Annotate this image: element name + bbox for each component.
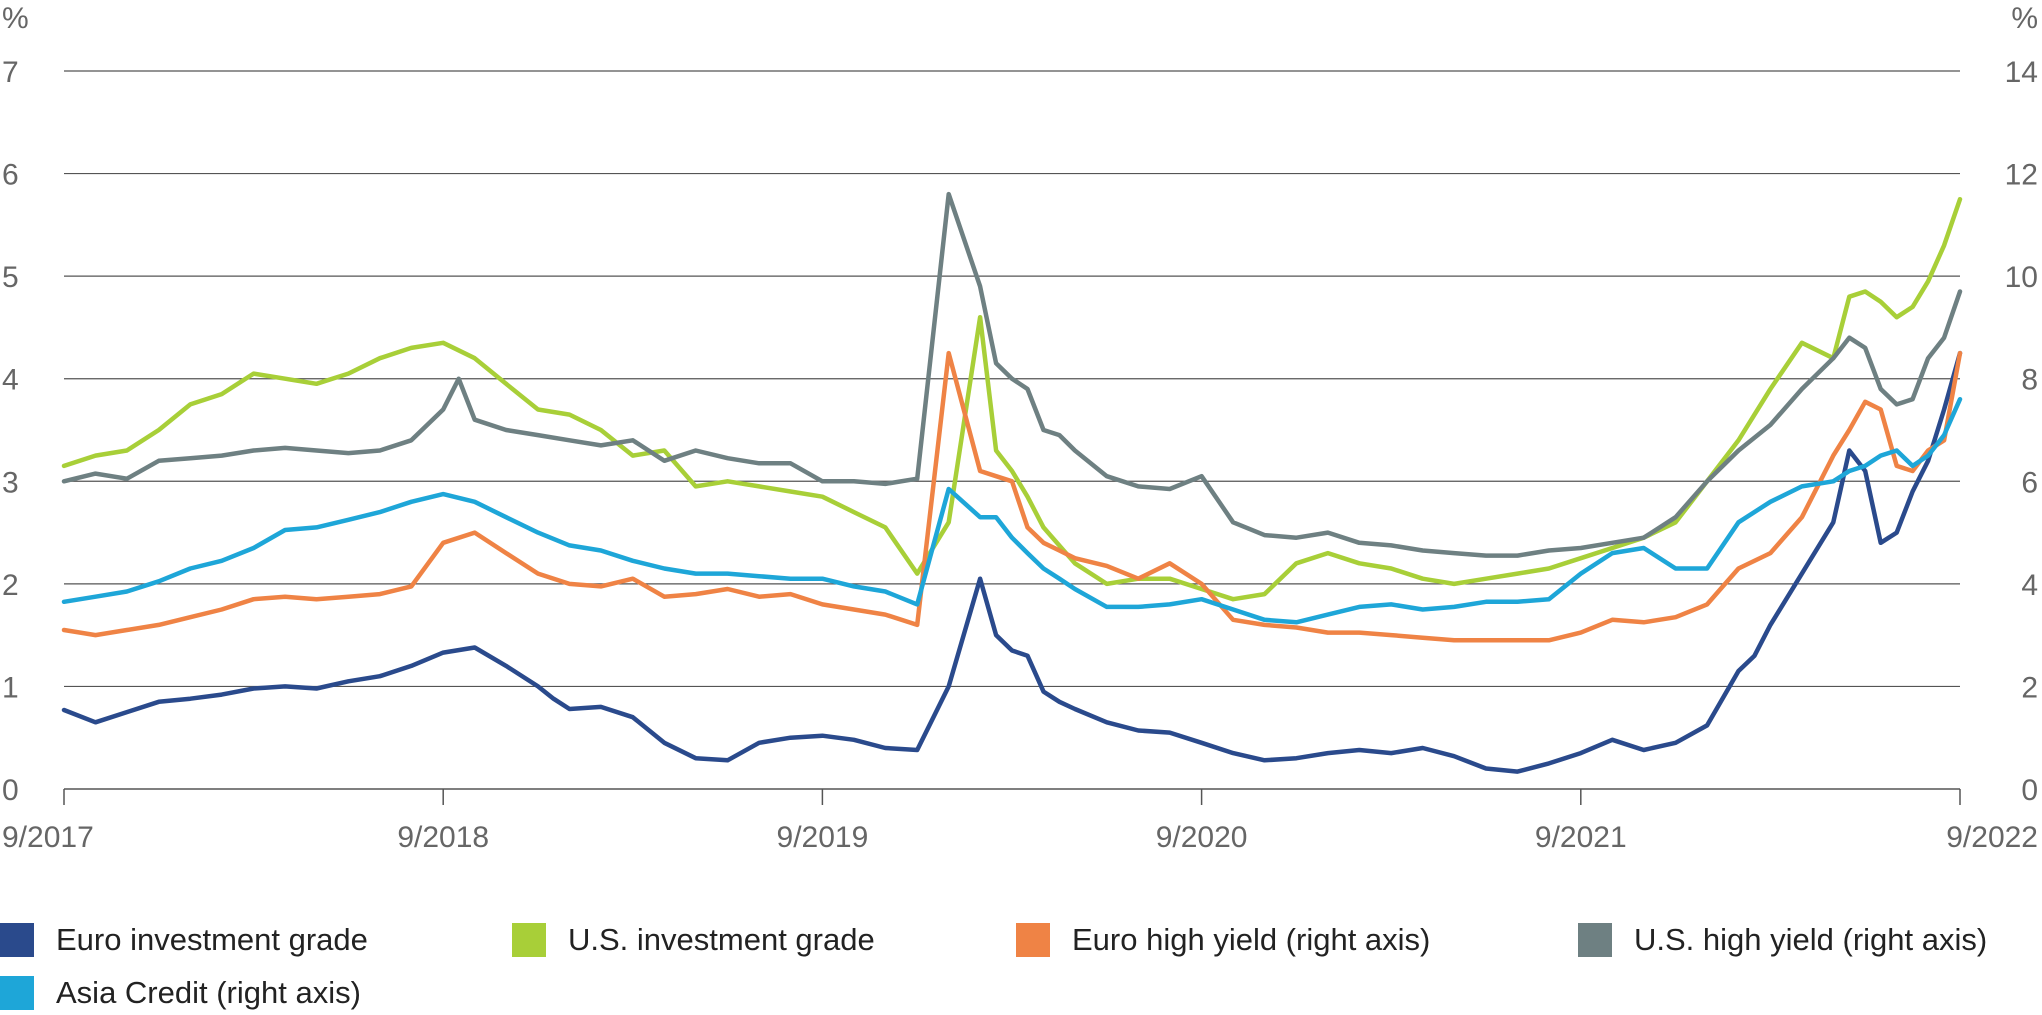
legend-swatch	[512, 923, 546, 957]
series-line-2	[61, 350, 1963, 643]
legend-item-euro-high-yield: Euro high yield (right axis)	[1016, 918, 1430, 962]
series-line-3	[61, 191, 1963, 558]
left-tick-label: 5	[2, 261, 19, 294]
legend-label: Euro investment grade	[56, 922, 368, 957]
left-tick-label: 1	[2, 671, 19, 704]
right-axis-unit: %	[2011, 2, 2038, 35]
right-tick-label: 12	[2005, 159, 2038, 192]
series-line-1	[61, 196, 1963, 602]
legend-label: U.S. high yield (right axis)	[1634, 922, 1988, 957]
legend-label: U.S. investment grade	[568, 922, 875, 957]
left-tick-label: 3	[2, 466, 19, 499]
left-tick-label: 7	[2, 56, 19, 89]
series-line-4	[61, 396, 1963, 625]
left-tick-label: 2	[2, 569, 19, 602]
legend-swatch	[1578, 923, 1612, 957]
left-tick-label: 6	[2, 159, 19, 192]
left-axis-unit: %	[2, 2, 29, 35]
legend-label: Euro high yield (right axis)	[1072, 922, 1431, 957]
legend-label: Asia Credit (right axis)	[56, 975, 361, 1010]
x-tick-label: 9/2022	[1946, 821, 2038, 854]
legend-item-euro-investment-grade: Euro investment grade	[0, 918, 368, 962]
legend-item-us-investment-grade: U.S. investment grade	[512, 918, 875, 962]
legend-swatch	[1016, 923, 1050, 957]
left-tick-label: 0	[2, 774, 19, 807]
right-tick-label: 6	[2021, 466, 2038, 499]
legend: Euro investment grade U.S. investment gr…	[0, 918, 2042, 1015]
x-tick-label: 9/2018	[397, 821, 489, 854]
x-tick-label: 9/2021	[1535, 821, 1627, 854]
left-tick-label: 4	[2, 364, 19, 397]
legend-item-us-high-yield: U.S. high yield (right axis)	[1578, 918, 1987, 962]
legend-swatch	[0, 923, 34, 957]
legend-item-asia-credit: Asia Credit (right axis)	[0, 971, 361, 1015]
series-line-0	[61, 350, 1963, 774]
right-tick-label: 0	[2021, 774, 2038, 807]
legend-swatch	[0, 976, 34, 1010]
x-tick-label: 9/2020	[1156, 821, 1248, 854]
right-tick-label: 4	[2021, 569, 2038, 602]
right-tick-label: 2	[2021, 671, 2038, 704]
right-tick-label: 8	[2021, 364, 2038, 397]
x-tick-label: 9/2017	[2, 821, 94, 854]
series-lines	[61, 191, 1963, 774]
right-tick-label: 10	[2005, 261, 2038, 294]
right-tick-label: 14	[2005, 56, 2038, 89]
x-tick-label: 9/2019	[777, 821, 869, 854]
